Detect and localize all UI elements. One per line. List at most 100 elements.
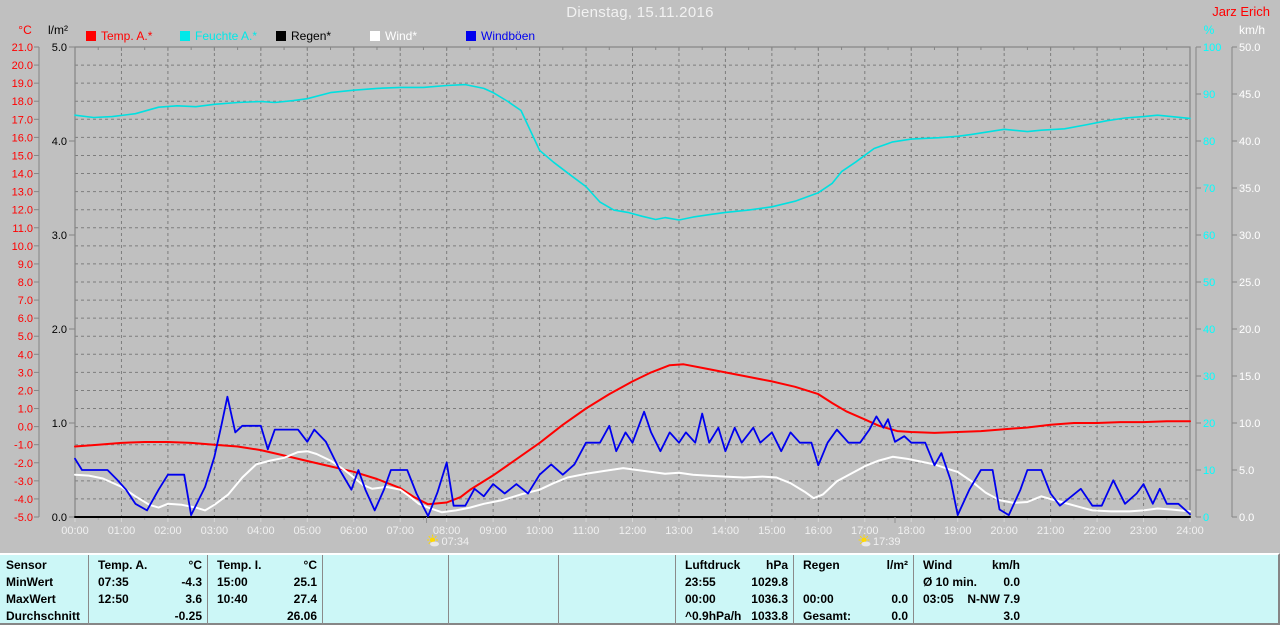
legend-item-3: Regen* xyxy=(276,29,331,43)
legend-label: Feuchte A.* xyxy=(195,29,258,43)
series-windb-en xyxy=(74,395,1191,517)
humidity-axis-label: 90 xyxy=(1203,89,1215,101)
table-header: Regen l/m² xyxy=(794,557,913,574)
temp-axis-label: 10.0 xyxy=(12,241,33,253)
humidity-axis-label: 80 xyxy=(1203,136,1215,148)
temp-axis-label: 0.0 xyxy=(18,422,33,434)
legend-item-4: Wind* xyxy=(370,29,417,43)
table-cell-right: 0.0 xyxy=(1003,575,1020,589)
rain-axis-label: 0.0 xyxy=(52,512,67,524)
rain-axis-label: 4.0 xyxy=(52,136,67,148)
temp-axis-label: -1.0 xyxy=(14,440,33,452)
legend-swatch xyxy=(370,31,380,41)
wind-axis-label: 0.0 xyxy=(1239,512,1254,524)
temp-axis-label: 1.0 xyxy=(18,404,33,416)
table-cell: 23:55 1029.8 xyxy=(676,574,793,591)
temp-axis-label: -4.0 xyxy=(14,494,33,506)
row-label-1: MinWert xyxy=(0,574,88,591)
legend-swatch xyxy=(466,31,476,41)
temp-axis-label: 17.0 xyxy=(12,114,33,126)
temp-axis-label: 9.0 xyxy=(18,259,33,271)
table-header-right: °C xyxy=(188,558,202,572)
table-header-left: Wind xyxy=(923,558,953,572)
row-label-1-left: MinWert xyxy=(6,575,54,589)
humidity-axis-label: 70 xyxy=(1203,183,1215,195)
table-cell-right: 0.0 xyxy=(891,609,908,623)
temp-axis-label: 13.0 xyxy=(12,187,33,199)
table-cell xyxy=(559,591,675,608)
temp-axis-label: 6.0 xyxy=(18,313,33,325)
x-axis-label: 12:00 xyxy=(619,525,647,537)
table-cell: 10:40 27.4 xyxy=(208,591,322,608)
x-axis-label: 19:00 xyxy=(944,525,972,537)
humidity-axis-label: 10 xyxy=(1203,465,1215,477)
wind-axis-label: 15.0 xyxy=(1239,371,1260,383)
table-cell-right: 3.6 xyxy=(185,592,202,606)
x-axis-label: 16:00 xyxy=(805,525,833,537)
table-cell-right: 26.06 xyxy=(286,609,317,623)
table-cell-right: 1033.8 xyxy=(751,609,788,623)
x-axis-label: 18:00 xyxy=(897,525,925,537)
x-axis-label: 04:00 xyxy=(247,525,275,537)
temp-axis-label: 19.0 xyxy=(12,78,33,90)
table-header: Temp. A. °C xyxy=(89,557,207,574)
row-label-0-left: Sensor xyxy=(6,558,47,572)
series-temp-a xyxy=(74,363,1191,506)
table-column-temp-a-: Temp. A. °C 07:35 -4.3 12:50 3.6 -0.25 xyxy=(88,555,207,625)
table-cell-right: 1036.3 xyxy=(751,592,788,606)
table-cell-right: -0.25 xyxy=(174,609,202,623)
table-cell-right: N-NW 7.9 xyxy=(967,592,1020,606)
table-header-left: Regen xyxy=(803,558,840,572)
table-cell: 03:05 N-NW 7.9 xyxy=(914,591,1025,608)
x-axis-label: 08:00 xyxy=(433,525,461,537)
x-axis-label: 11:00 xyxy=(573,525,600,537)
x-axis-label: 10:00 xyxy=(526,525,554,537)
table-cell xyxy=(323,608,448,625)
table-cell: 07:35 -4.3 xyxy=(89,574,207,591)
temp-axis-label: -3.0 xyxy=(14,476,33,488)
table-cell-right: -4.3 xyxy=(181,575,202,589)
wind-axis-label: 20.0 xyxy=(1239,324,1260,336)
x-axis-label: 20:00 xyxy=(990,525,1018,537)
table-header-right: km/h xyxy=(991,558,1020,572)
table-cell-left: 23:55 xyxy=(685,575,716,589)
table-column-empty-3 xyxy=(448,555,558,625)
table-cell xyxy=(559,608,675,625)
watermark-author: Jarz Erich xyxy=(1212,4,1270,19)
summary-table: Sensor MinWert MaxWert Durchschnitt Temp. A.… xyxy=(0,553,1280,625)
table-filler xyxy=(1025,555,1278,625)
table-cell: 15:00 25.1 xyxy=(208,574,322,591)
table-cell-right: 1029.8 xyxy=(751,575,788,589)
x-axis-label: 17:00 xyxy=(851,525,879,537)
table-column-luftdruck: Luftdruck hPa 23:55 1029.8 00:00 1036.3 ^0.9hP… xyxy=(675,555,793,625)
rain-axis-label: 1.0 xyxy=(52,418,67,430)
table-cell xyxy=(449,608,558,625)
x-axis-label: 21:00 xyxy=(1037,525,1065,537)
wind-axis-label: 50.0 xyxy=(1239,42,1260,54)
table-column-wind: Wind km/h Ø 10 min. 0.0 03:05 N-NW 7.9 3.0 xyxy=(913,555,1025,625)
table-cell-left: 03:05 xyxy=(923,592,954,606)
table-cell-left: 07:35 xyxy=(98,575,129,589)
temp-axis-label: 18.0 xyxy=(12,96,33,108)
x-axis-label: 13:00 xyxy=(665,525,693,537)
wind-axis-label: 25.0 xyxy=(1239,277,1260,289)
temp-axis-label: 5.0 xyxy=(18,331,33,343)
legend-label: Windböen xyxy=(481,29,536,43)
temp-axis-label: 7.0 xyxy=(18,295,33,307)
legend-item-2: Feuchte A.* xyxy=(180,29,257,43)
x-axis-label: 02:00 xyxy=(154,525,182,537)
chart-legend: Temp. A.* Feuchte A.* Regen* Wind* Windböen xyxy=(0,29,1280,43)
row-label-3: Durchschnitt xyxy=(0,608,88,625)
x-axis-label: 00:00 xyxy=(61,525,89,537)
legend-swatch xyxy=(276,31,286,41)
temp-axis-label: 11.0 xyxy=(12,223,33,235)
humidity-axis-label: 20 xyxy=(1203,418,1215,430)
legend-item-5: Windböen xyxy=(466,29,535,43)
x-axis-label: 07:00 xyxy=(386,525,414,537)
temp-axis-label: 14.0 xyxy=(12,169,33,181)
table-cell: 26.06 xyxy=(208,608,322,625)
x-axis-label: 14:00 xyxy=(712,525,740,537)
legend-label: Temp. A.* xyxy=(101,29,153,43)
table-cell: 00:00 0.0 xyxy=(794,591,913,608)
temp-axis-label: 4.0 xyxy=(18,349,33,361)
